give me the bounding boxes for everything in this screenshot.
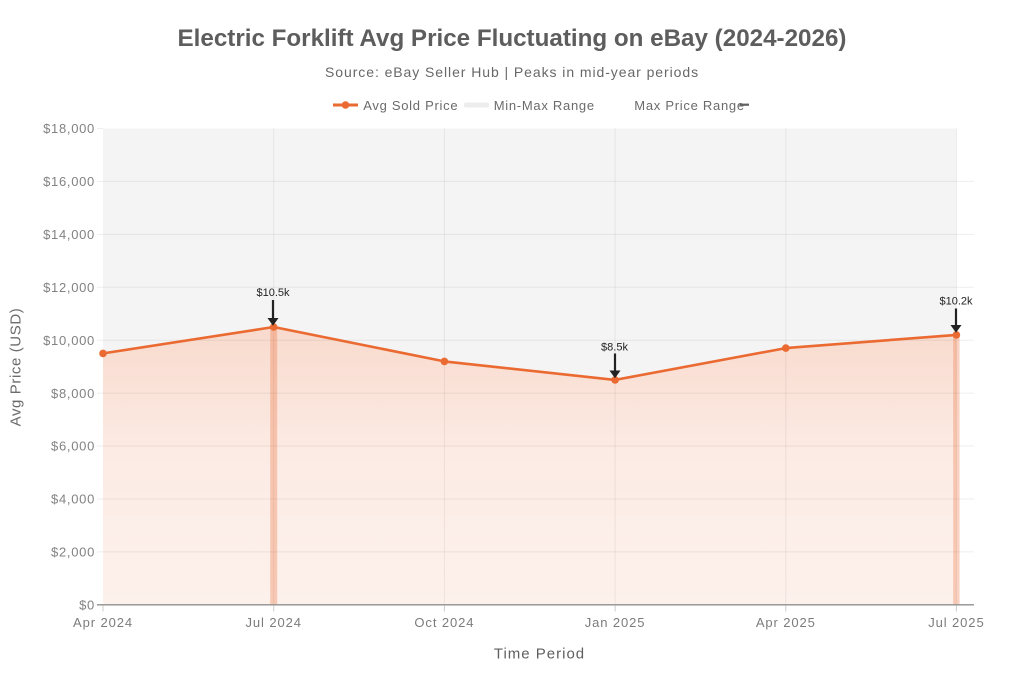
svg-text:$14,000: $14,000: [43, 227, 95, 242]
svg-text:$10.5k: $10.5k: [256, 287, 290, 299]
svg-text:Min-Max Range: Min-Max Range: [494, 98, 595, 113]
svg-text:$8,000: $8,000: [51, 386, 95, 401]
svg-text:Apr 2025: Apr 2025: [756, 615, 816, 630]
svg-text:$16,000: $16,000: [43, 174, 95, 189]
svg-text:$6,000: $6,000: [51, 439, 95, 454]
svg-text:Jan 2025: Jan 2025: [585, 615, 646, 630]
svg-text:Apr 2024: Apr 2024: [73, 615, 133, 630]
svg-text:$12,000: $12,000: [43, 280, 95, 295]
svg-text:Avg Sold Price: Avg Sold Price: [363, 98, 458, 113]
svg-text:$10,000: $10,000: [43, 333, 95, 348]
svg-text:$0: $0: [79, 598, 95, 613]
svg-text:Jul 2024: Jul 2024: [246, 615, 302, 630]
svg-text:Oct 2024: Oct 2024: [414, 615, 474, 630]
svg-text:$10.2k: $10.2k: [939, 296, 973, 308]
svg-text:$8.5k: $8.5k: [601, 342, 628, 354]
svg-text:Avg Price (USD): Avg Price (USD): [8, 308, 25, 427]
svg-text:Source: eBay Seller Hub | Peak: Source: eBay Seller Hub | Peaks in mid-y…: [325, 64, 699, 80]
svg-text:Time Period: Time Period: [494, 646, 585, 663]
svg-text:$4,000: $4,000: [51, 492, 95, 507]
svg-text:$2,000: $2,000: [51, 545, 95, 560]
svg-text:Max Price Range: Max Price Range: [634, 98, 745, 113]
svg-text:$18,000: $18,000: [43, 121, 95, 136]
svg-text:Electric Forklift Avg Price Fl: Electric Forklift Avg Price Fluctuating …: [178, 25, 847, 52]
svg-text:Jul 2025: Jul 2025: [928, 615, 984, 630]
